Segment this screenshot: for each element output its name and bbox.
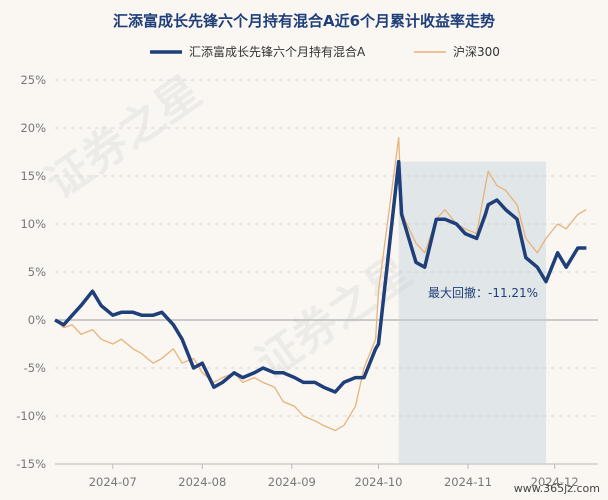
drawdown-shade [398, 161, 547, 464]
y-tick-label: 25% [20, 73, 46, 87]
y-tick-label: 0% [28, 313, 46, 327]
y-tick-label: -10% [16, 409, 46, 423]
y-tick-label: -15% [16, 457, 46, 471]
y-tick-label: 15% [20, 169, 46, 183]
x-axis: 2024-07 2024-08 2024-09 2024-10 2024-11 2024-… [55, 463, 598, 489]
series-lines [54, 136, 587, 432]
legend-index: 沪深300 [453, 45, 500, 59]
y-tick-label: 20% [20, 121, 46, 135]
watermark: 证券之星 [37, 66, 210, 209]
x-tick-label: 2024-10 [354, 475, 402, 489]
y-tick-label: 5% [28, 265, 46, 279]
max-drawdown-label: 最大回撤：-11.21% [428, 285, 538, 300]
y-tick-label: 10% [20, 217, 46, 231]
x-tick-label: 2024-12 [531, 475, 579, 489]
corner-text: www.365jz.com [514, 482, 600, 495]
drawdown-area [398, 161, 547, 464]
x-tick-label: 2024-11 [444, 475, 492, 489]
y-tick-label: -5% [24, 361, 46, 375]
x-tick-label: 2024-08 [178, 475, 226, 489]
legend-fund: 汇添富成长先锋六个月持有混合A [189, 44, 366, 59]
series-line-index [54, 136, 587, 432]
chart-title: 汇添富成长先锋六个月持有混合A近6个月累计收益率走势 [113, 12, 495, 30]
x-tick-label: 2024-07 [89, 475, 137, 489]
x-tick-label: 2024-09 [268, 475, 316, 489]
y-axis: 25% 20% 15% 10% 5% 0% -5% -10% -15% [16, 73, 46, 471]
series-line-fund [54, 159, 587, 394]
